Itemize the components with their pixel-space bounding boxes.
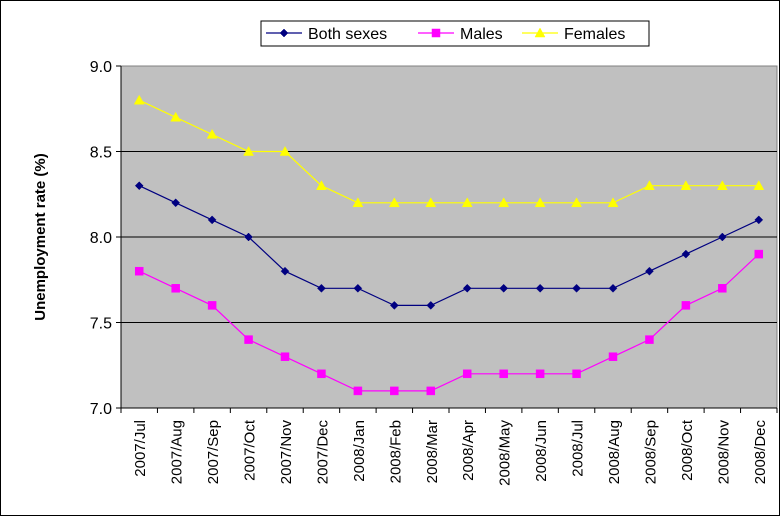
legend: Both sexes Males Females — [260, 20, 650, 47]
data-point-both-sexes — [499, 283, 509, 293]
y-tick-label: 9.0 — [90, 59, 112, 76]
series-line-both-sexes — [138, 185, 760, 306]
data-point-females — [352, 197, 364, 208]
data-point-both-sexes — [317, 283, 326, 293]
data-point-both-sexes — [207, 215, 217, 225]
data-point-females — [498, 197, 510, 208]
x-tick-label: 2008/Dec — [752, 420, 769, 485]
x-tick-label: 2008/Apr — [460, 420, 477, 481]
data-point-females — [571, 197, 582, 208]
legend-label-both-sexes: Both sexes — [308, 26, 387, 43]
y-tick-label: 8.0 — [90, 230, 112, 247]
series-line-females — [138, 99, 759, 204]
data-point-males — [754, 249, 764, 259]
x-tick-label: 2007/Oct — [242, 419, 259, 481]
x-tick-label: 2007/Sep — [205, 420, 222, 484]
data-point-females — [534, 197, 546, 208]
x-tick-label: 2008/Nov — [715, 420, 732, 485]
data-point-both-sexes — [572, 283, 581, 293]
data-point-females — [680, 180, 692, 190]
legend-box — [260, 20, 650, 47]
series-males — [134, 249, 764, 396]
legend-marker-both-sexes — [279, 28, 289, 38]
data-point-males — [681, 301, 691, 310]
data-point-males — [390, 386, 399, 396]
x-tick-label: 2008/Jun — [533, 420, 550, 482]
data-point-females — [716, 180, 728, 190]
y-tick-label: 7.5 — [90, 316, 112, 333]
data-point-males — [207, 301, 217, 310]
x-tick-label: 2008/Sep — [642, 420, 659, 484]
y-tick-labels: 7.0 7.5 8.0 8.5 9.0 — [90, 59, 112, 418]
x-tick-labels: 2007/Jul 2007/Aug 2007/Sep 2007/Oct 2007/Nov… — [132, 419, 769, 486]
x-tick-label: 2008/Jul — [570, 420, 587, 477]
x-tick-label: 2007/Nov — [278, 420, 295, 485]
data-point-females — [316, 180, 327, 190]
data-point-males — [645, 335, 654, 344]
legend-label-females: Females — [564, 26, 625, 43]
series-females — [133, 94, 765, 208]
data-point-females — [461, 197, 473, 208]
y-axis-title: Unemployment rate (%) — [32, 153, 49, 321]
data-point-both-sexes — [462, 283, 472, 293]
legend-marker-females — [534, 27, 546, 38]
series-line-males — [138, 253, 760, 392]
data-point-females — [644, 180, 655, 190]
data-point-males — [244, 335, 253, 344]
data-point-males — [134, 266, 144, 276]
y-tick-label: 7.0 — [90, 401, 112, 418]
x-tick-label: 2008/Oct — [679, 419, 696, 481]
data-point-females — [133, 94, 145, 105]
x-tick-label: 2007/Aug — [169, 420, 186, 484]
data-point-males — [426, 386, 436, 396]
x-tick-label: 2008/Mar — [424, 420, 441, 483]
data-point-both-sexes — [681, 249, 691, 259]
data-point-females — [388, 197, 400, 208]
data-point-females — [753, 180, 765, 190]
x-tick-label: 2008/Feb — [387, 420, 404, 483]
data-point-both-sexes — [353, 283, 363, 293]
data-point-females — [607, 197, 619, 208]
data-point-both-sexes — [389, 301, 399, 310]
data-point-males — [280, 352, 290, 361]
data-point-both-sexes — [280, 266, 290, 276]
data-point-females — [279, 145, 291, 156]
data-point-females — [425, 197, 437, 208]
legend-marker-males — [431, 28, 441, 38]
data-point-both-sexes — [134, 181, 144, 191]
y-tick-label: 8.5 — [90, 145, 112, 162]
x-tick-label: 2008/May — [497, 420, 514, 486]
x-tick-label: 2007/Jul — [132, 420, 149, 477]
axes — [116, 65, 778, 413]
data-point-males — [608, 352, 618, 361]
data-point-both-sexes — [754, 215, 764, 225]
data-point-both-sexes — [717, 232, 727, 242]
x-tick-label: 2008/Jan — [351, 420, 368, 482]
data-point-both-sexes — [608, 283, 618, 293]
data-point-both-sexes — [535, 283, 545, 293]
data-point-males — [462, 369, 472, 379]
series-both-sexes — [134, 181, 764, 310]
series-layer — [133, 94, 765, 396]
data-point-males — [317, 369, 326, 379]
data-point-both-sexes — [244, 232, 253, 242]
x-tick-label: 2008/Aug — [606, 420, 623, 484]
x-tick-label: 2007/Dec — [314, 420, 331, 485]
data-point-females — [170, 111, 182, 122]
data-point-both-sexes — [645, 266, 654, 276]
data-point-males — [353, 386, 363, 396]
data-point-males — [572, 369, 581, 379]
legend-label-males: Males — [460, 26, 503, 43]
data-point-males — [718, 284, 727, 293]
data-point-males — [499, 369, 508, 379]
data-point-males — [171, 284, 180, 293]
data-point-both-sexes — [426, 301, 436, 310]
data-point-females — [206, 128, 218, 139]
data-point-both-sexes — [171, 198, 181, 208]
data-point-males — [535, 369, 545, 379]
data-point-females — [243, 145, 254, 156]
